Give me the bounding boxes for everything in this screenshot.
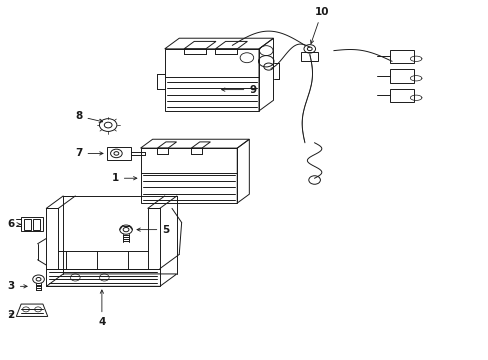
Bar: [21, 217, 43, 231]
Bar: [301, 52, 318, 60]
Text: 2: 2: [8, 310, 15, 320]
Text: 3: 3: [8, 281, 27, 291]
Bar: [140, 148, 237, 203]
Text: 5: 5: [137, 225, 169, 235]
Text: 9: 9: [221, 85, 256, 95]
Text: 7: 7: [75, 148, 103, 158]
Text: 10: 10: [310, 7, 328, 44]
Bar: [33, 219, 41, 230]
Bar: [389, 50, 413, 63]
Bar: [389, 69, 413, 82]
Bar: [164, 49, 259, 111]
Text: 8: 8: [75, 111, 102, 123]
Text: 1: 1: [111, 173, 137, 183]
Bar: [23, 219, 31, 230]
Bar: [46, 269, 160, 286]
Bar: [106, 147, 131, 160]
Bar: [389, 89, 413, 102]
Text: 6: 6: [8, 219, 20, 229]
Text: 4: 4: [98, 290, 105, 327]
